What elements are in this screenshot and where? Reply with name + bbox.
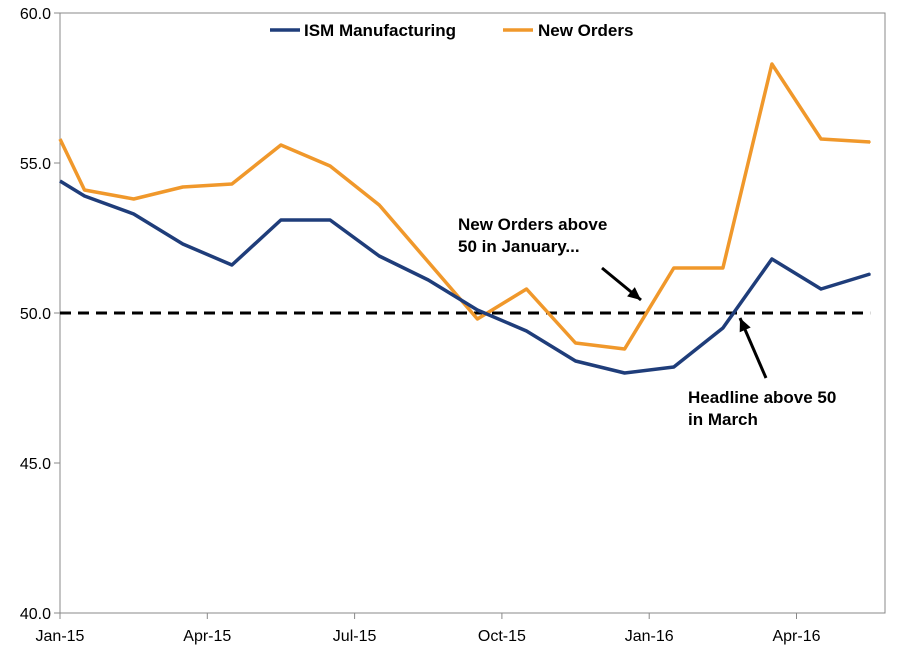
series-point [132,213,135,215]
y-axis: 40.0 45.0 50.0 55.0 60.0 [20,6,60,623]
series-point [83,195,86,197]
series-point [280,144,282,146]
series-point [722,327,724,329]
series-point [329,219,331,221]
annotation-text: 50 in January... [458,237,580,256]
series-point [525,330,528,332]
annotation-text: in March [688,410,758,429]
y-tick-label: 55.0 [20,156,51,173]
series-point [869,273,871,275]
series-point [722,267,724,269]
series-point [181,186,184,188]
series-point [427,279,430,281]
series-point [132,198,135,200]
legend: ISM Manufacturing New Orders [270,21,633,40]
annotations: New Orders above 50 in January... Headline… [458,215,836,429]
series-point [869,141,871,143]
series-point [672,267,675,269]
x-tick-label: Apr-16 [772,628,820,645]
series-point [476,309,479,311]
x-tick-label: Jan-16 [625,628,674,645]
series-point [83,189,86,191]
series-point [623,348,626,350]
y-tick-label: 45.0 [20,456,51,473]
legend-label: ISM Manufacturing [304,21,456,40]
series-group [58,62,871,375]
x-tick-label: Apr-15 [183,628,231,645]
series-point [771,63,773,65]
x-tick-label: Jul-15 [333,628,377,645]
series-line-1 [58,62,871,351]
series-point [672,366,675,368]
y-tick-label: 60.0 [20,6,51,23]
y-tick-label: 50.0 [20,306,51,323]
x-tick-label: Jan-15 [36,628,85,645]
series-line-0 [59,179,871,375]
series-point [231,183,233,185]
series-point [574,342,577,344]
y-tick-label: 40.0 [20,606,51,623]
annotation-arrowhead [627,287,641,300]
legend-label: New Orders [538,21,633,40]
annotation-text: Headline above 50 [688,388,836,407]
annotation-arrowhead [739,318,751,333]
x-tick-label: Oct-15 [478,628,526,645]
series-point [820,138,822,140]
series-point [280,219,282,221]
series-point [427,261,430,263]
series-point [525,288,528,290]
series-point [476,318,479,320]
series-point [231,264,233,266]
x-axis: Jan-15 Apr-15 Jul-15 Oct-15 Jan-16 Apr-16 [36,613,821,645]
series-point [623,372,626,374]
series-point [378,204,380,206]
series-point [820,288,822,290]
series-point [329,165,331,167]
series-point [181,243,184,245]
series-point [574,360,577,362]
annotation-text: New Orders above [458,215,607,234]
series-point [771,258,773,260]
series-point [378,255,380,257]
